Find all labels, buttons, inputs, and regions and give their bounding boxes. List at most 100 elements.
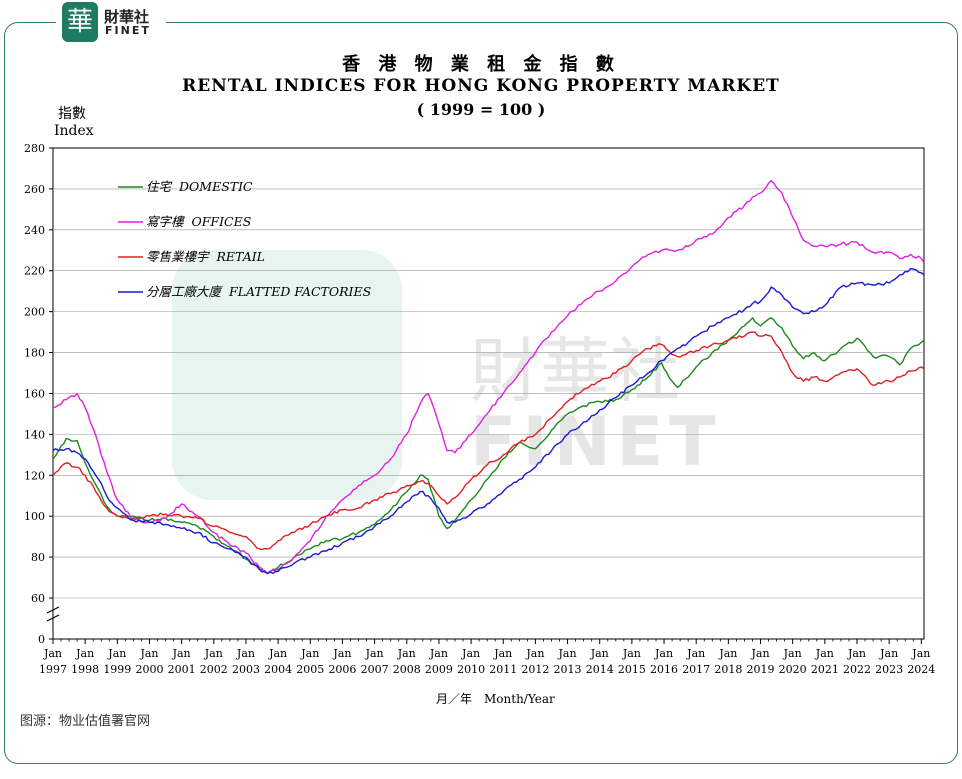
- x-tick-year: 2002: [200, 663, 228, 676]
- x-tick-year: 2004: [264, 663, 292, 676]
- x-axis-label: 月／年 Month/Year: [436, 690, 567, 707]
- brand-name-en: FINET: [105, 24, 151, 37]
- x-axis-label-en: Month/Year: [484, 692, 555, 706]
- x-tick-year: 2015: [618, 663, 646, 676]
- x-tick-month: Jan: [911, 647, 930, 660]
- chart-subtitle: ( 1999 = 100 ): [416, 100, 546, 119]
- x-tick-month: Jan: [139, 647, 158, 660]
- y-axis-label-cn: 指數: [58, 106, 86, 122]
- x-tick-year: 2014: [586, 663, 614, 676]
- x-tick-year: 2024: [907, 663, 935, 676]
- legend-label-en: FLATTED FACTORIES: [228, 284, 371, 299]
- x-tick-year: 1999: [103, 663, 131, 676]
- series-line-flatted-factories: [52, 268, 925, 575]
- watermark-cn: 財華社: [470, 330, 680, 412]
- series-line-offices: [52, 180, 925, 575]
- y-tick-label: 60: [31, 592, 45, 605]
- y-tick-label: 260: [24, 183, 45, 196]
- x-tick-year: 2017: [682, 663, 710, 676]
- legend-entry: 寫字樓 OFFICES: [146, 214, 251, 229]
- brand-logo: 華 財華社 FINET: [56, 0, 166, 44]
- x-tick-year: 2001: [168, 663, 196, 676]
- x-tick-year: 2010: [457, 663, 485, 676]
- axis-break-icon: [46, 606, 60, 622]
- legend-label-en: DOMESTIC: [178, 179, 253, 194]
- x-tick-month: Jan: [558, 647, 577, 660]
- legend-label-cn: 住宅: [146, 179, 173, 194]
- x-tick-month: Jan: [590, 647, 609, 660]
- x-tick-year: 2000: [135, 663, 163, 676]
- x-tick-month: Jan: [525, 647, 544, 660]
- legend-entry: 住宅 DOMESTIC: [146, 179, 253, 194]
- x-tick-month: Jan: [268, 647, 287, 660]
- x-tick-month: Jan: [300, 647, 319, 660]
- x-tick-month: Jan: [686, 647, 705, 660]
- legend-entry: 零售業樓宇 RETAIL: [146, 249, 265, 264]
- chart-title-cn: 香 港 物 業 租 金 指 數: [342, 54, 620, 75]
- x-tick-month: Jan: [429, 647, 448, 660]
- y-axis-label: Index: [54, 123, 94, 139]
- x-tick-year: 2022: [843, 663, 871, 676]
- x-tick-month: Jan: [718, 647, 737, 660]
- x-tick-month: Jan: [332, 647, 351, 660]
- x-tick-year: 2011: [489, 663, 517, 676]
- x-tick-month: Jan: [236, 647, 255, 660]
- legend-entry: 分層工廠大廈 FLATTED FACTORIES: [146, 284, 371, 299]
- x-tick-year: 2020: [779, 663, 807, 676]
- y-tick-label: 100: [24, 510, 45, 523]
- x-tick-month: Jan: [847, 647, 866, 660]
- x-axis-label-cn: 月／年: [436, 692, 473, 706]
- x-tick-year: 2016: [650, 663, 678, 676]
- legend-label-cn: 分層工廠大廈: [146, 284, 224, 299]
- x-tick-year: 2006: [328, 663, 356, 676]
- chart-title: RENTAL INDICES FOR HONG KONG PROPERTY MA…: [182, 76, 780, 96]
- x-tick-year: 2012: [521, 663, 549, 676]
- watermark-logo-icon: [172, 250, 402, 500]
- x-tick-year: 2018: [714, 663, 742, 676]
- source-note: 图源：物业估值署官网: [20, 714, 151, 729]
- x-tick-month: Jan: [750, 647, 769, 660]
- brand-name-cn: 財華社: [104, 8, 150, 26]
- y-tick-label: 160: [24, 387, 45, 400]
- x-tick-month: Jan: [75, 647, 94, 660]
- x-tick-month: Jan: [204, 647, 223, 660]
- y-tick-label: 80: [31, 551, 45, 564]
- y-tick-label: 200: [24, 306, 45, 319]
- y-tick-label: 240: [24, 224, 45, 237]
- x-tick-year: 2008: [393, 663, 421, 676]
- x-tick-month: Jan: [461, 647, 480, 660]
- x-tick-month: Jan: [107, 647, 126, 660]
- y-tick-label: 120: [24, 469, 45, 482]
- x-tick-month: Jan: [654, 647, 673, 660]
- x-tick-month: Jan: [493, 647, 512, 660]
- x-tick-year: 2013: [554, 663, 582, 676]
- y-tick-label: 220: [24, 265, 45, 278]
- x-tick-year: 2007: [361, 663, 389, 676]
- logo-mark-icon: 華: [62, 2, 98, 42]
- x-tick-year: 2021: [811, 663, 839, 676]
- x-tick-year: 1997: [39, 663, 67, 676]
- legend-label-cn: 寫字樓: [146, 214, 185, 229]
- x-tick-month: Jan: [783, 647, 802, 660]
- y-tick-label: 140: [24, 428, 45, 441]
- legend-label-en: RETAIL: [216, 249, 265, 264]
- series-line-domestic: [52, 317, 925, 575]
- x-tick-year: 2003: [232, 663, 260, 676]
- x-tick-year: 2019: [747, 663, 775, 676]
- legend-label-en: OFFICES: [192, 214, 252, 229]
- x-tick-month: Jan: [815, 647, 834, 660]
- x-tick-month: Jan: [397, 647, 416, 660]
- x-tick-month: Jan: [365, 647, 384, 660]
- x-tick-month: Jan: [879, 647, 898, 660]
- x-tick-month: Jan: [172, 647, 191, 660]
- x-tick-year: 2005: [296, 663, 324, 676]
- y-tick-label: 180: [24, 347, 45, 360]
- y-tick-label: 0: [38, 633, 45, 646]
- x-tick-year: 1998: [71, 663, 99, 676]
- legend-label-cn: 零售業樓宇: [146, 249, 210, 264]
- x-tick-month: Jan: [43, 647, 62, 660]
- x-tick-year: 2009: [425, 663, 453, 676]
- chart-frame: [4, 22, 958, 764]
- x-tick-month: Jan: [622, 647, 641, 660]
- series-line-retail: [52, 331, 925, 551]
